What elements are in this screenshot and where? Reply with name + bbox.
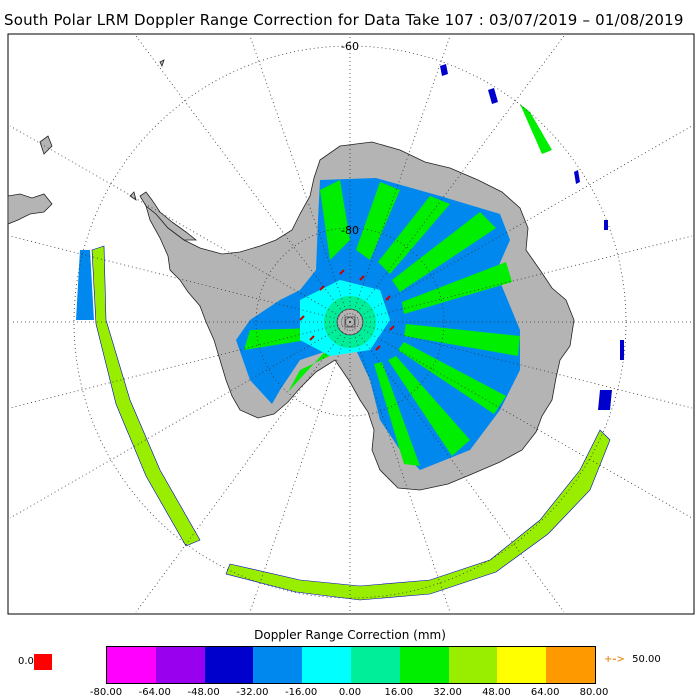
nodata-swatch	[34, 654, 52, 670]
colorbar-segment	[302, 647, 351, 683]
map-frame	[7, 33, 695, 615]
colorbar-tick-label: 48.00	[482, 687, 511, 698]
colorbar-tick-label: 64.00	[530, 687, 560, 698]
south-america-tip	[7, 193, 53, 225]
peninsula-land	[139, 191, 198, 241]
colorbar-tick-label: -16.00	[285, 687, 318, 698]
graticule	[9, 35, 693, 613]
nodata-label: 0.0	[18, 656, 34, 667]
colorbar-tick-label: 16.00	[384, 687, 414, 698]
colorbar-tick-label: -32.00	[236, 687, 269, 698]
colorbar-segment	[350, 647, 400, 683]
out-of-range-indicator: +-> 50.00	[604, 654, 661, 665]
colorbar-segment	[399, 647, 449, 683]
ocean-swaths	[76, 64, 624, 601]
lat-label-80: -80	[341, 224, 359, 237]
colorbar-tick-label: 80.00	[579, 687, 609, 698]
lat-label-60: -60	[341, 40, 359, 53]
colorbar-segment	[448, 647, 498, 683]
colorbar	[106, 646, 596, 684]
island-3	[159, 59, 165, 68]
map-title: South Polar LRM Doppler Range Correction…	[4, 11, 684, 29]
colorbar-segment	[497, 647, 547, 683]
arrow-icon: +->	[604, 654, 625, 665]
colorbar-segment	[155, 647, 205, 683]
colorbar-segment	[546, 647, 595, 683]
colorbar-tick-label: 32.00	[433, 687, 462, 698]
colorbar-tick-label: -48.00	[187, 687, 220, 698]
colorbar-tick-label: -80.00	[89, 687, 123, 698]
out-of-range-value: 50.00	[632, 654, 661, 665]
colorbar-segment	[107, 647, 156, 683]
island-1	[39, 135, 53, 155]
colorbar-segment	[204, 647, 254, 683]
colorbar-tick-label: 0.00	[338, 687, 362, 698]
colorbar-tick-label: -64.00	[138, 687, 171, 698]
colorbar-segment	[253, 647, 303, 683]
legend-title: Doppler Range Correction (mm)	[254, 628, 446, 642]
